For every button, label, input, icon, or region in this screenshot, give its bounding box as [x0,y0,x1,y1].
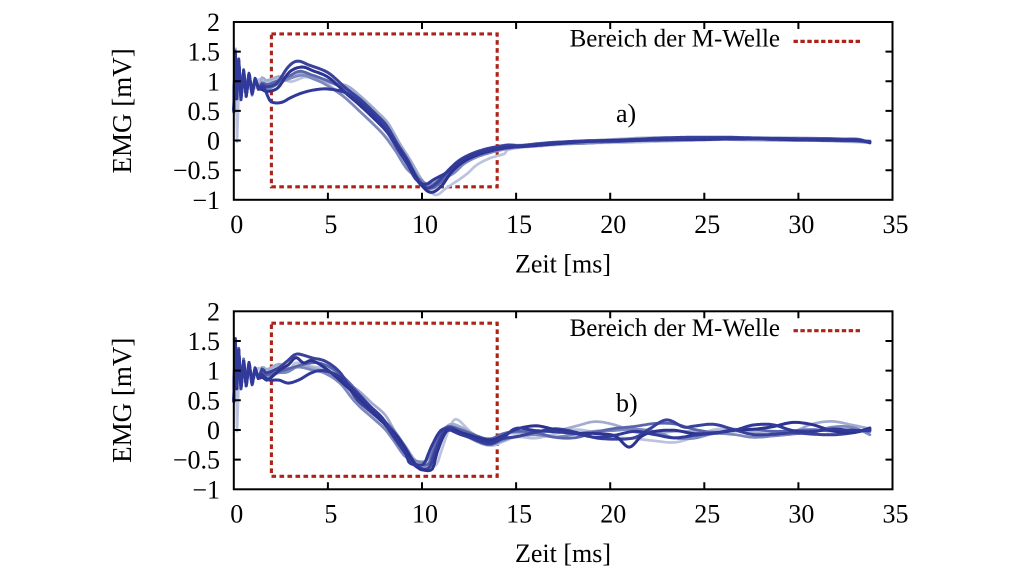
svg-text:0: 0 [230,210,243,239]
svg-text:1: 1 [207,67,220,96]
svg-text:Zeit [ms]: Zeit [ms] [515,249,611,278]
svg-text:30: 30 [788,499,814,528]
svg-text:10: 10 [412,210,438,239]
svg-text:10: 10 [412,499,438,528]
svg-text:EMG [mV]: EMG [mV] [107,338,137,463]
svg-text:5: 5 [324,210,337,239]
svg-text:−1: −1 [192,475,220,504]
svg-text:25: 25 [694,499,720,528]
svg-text:0: 0 [230,499,243,528]
svg-text:2: 2 [207,8,220,37]
svg-text:25: 25 [694,210,720,239]
svg-text:15: 15 [506,210,532,239]
svg-text:−0.5: −0.5 [173,446,220,475]
svg-text:1.5: 1.5 [188,327,221,356]
svg-text:20: 20 [600,499,626,528]
svg-text:5: 5 [324,499,337,528]
svg-text:0: 0 [207,416,220,445]
svg-text:1: 1 [207,357,220,386]
svg-text:0.5: 0.5 [188,386,221,415]
svg-text:30: 30 [788,210,814,239]
svg-text:15: 15 [506,499,532,528]
svg-text:1.5: 1.5 [188,38,221,67]
svg-text:−1: −1 [192,186,220,215]
svg-text:EMG [mV]: EMG [mV] [107,48,137,173]
svg-text:35: 35 [883,210,909,239]
svg-text:20: 20 [600,210,626,239]
svg-text:a): a) [616,99,636,128]
svg-text:0: 0 [207,127,220,156]
svg-text:0.5: 0.5 [188,97,221,126]
svg-text:b): b) [616,388,638,417]
svg-text:Bereich der M-Welle: Bereich der M-Welle [570,315,780,342]
svg-text:Zeit [ms]: Zeit [ms] [515,539,611,568]
svg-text:2: 2 [207,297,220,326]
svg-text:Bereich der M-Welle: Bereich der M-Welle [570,26,780,53]
svg-text:−0.5: −0.5 [173,156,220,185]
svg-text:35: 35 [883,499,909,528]
